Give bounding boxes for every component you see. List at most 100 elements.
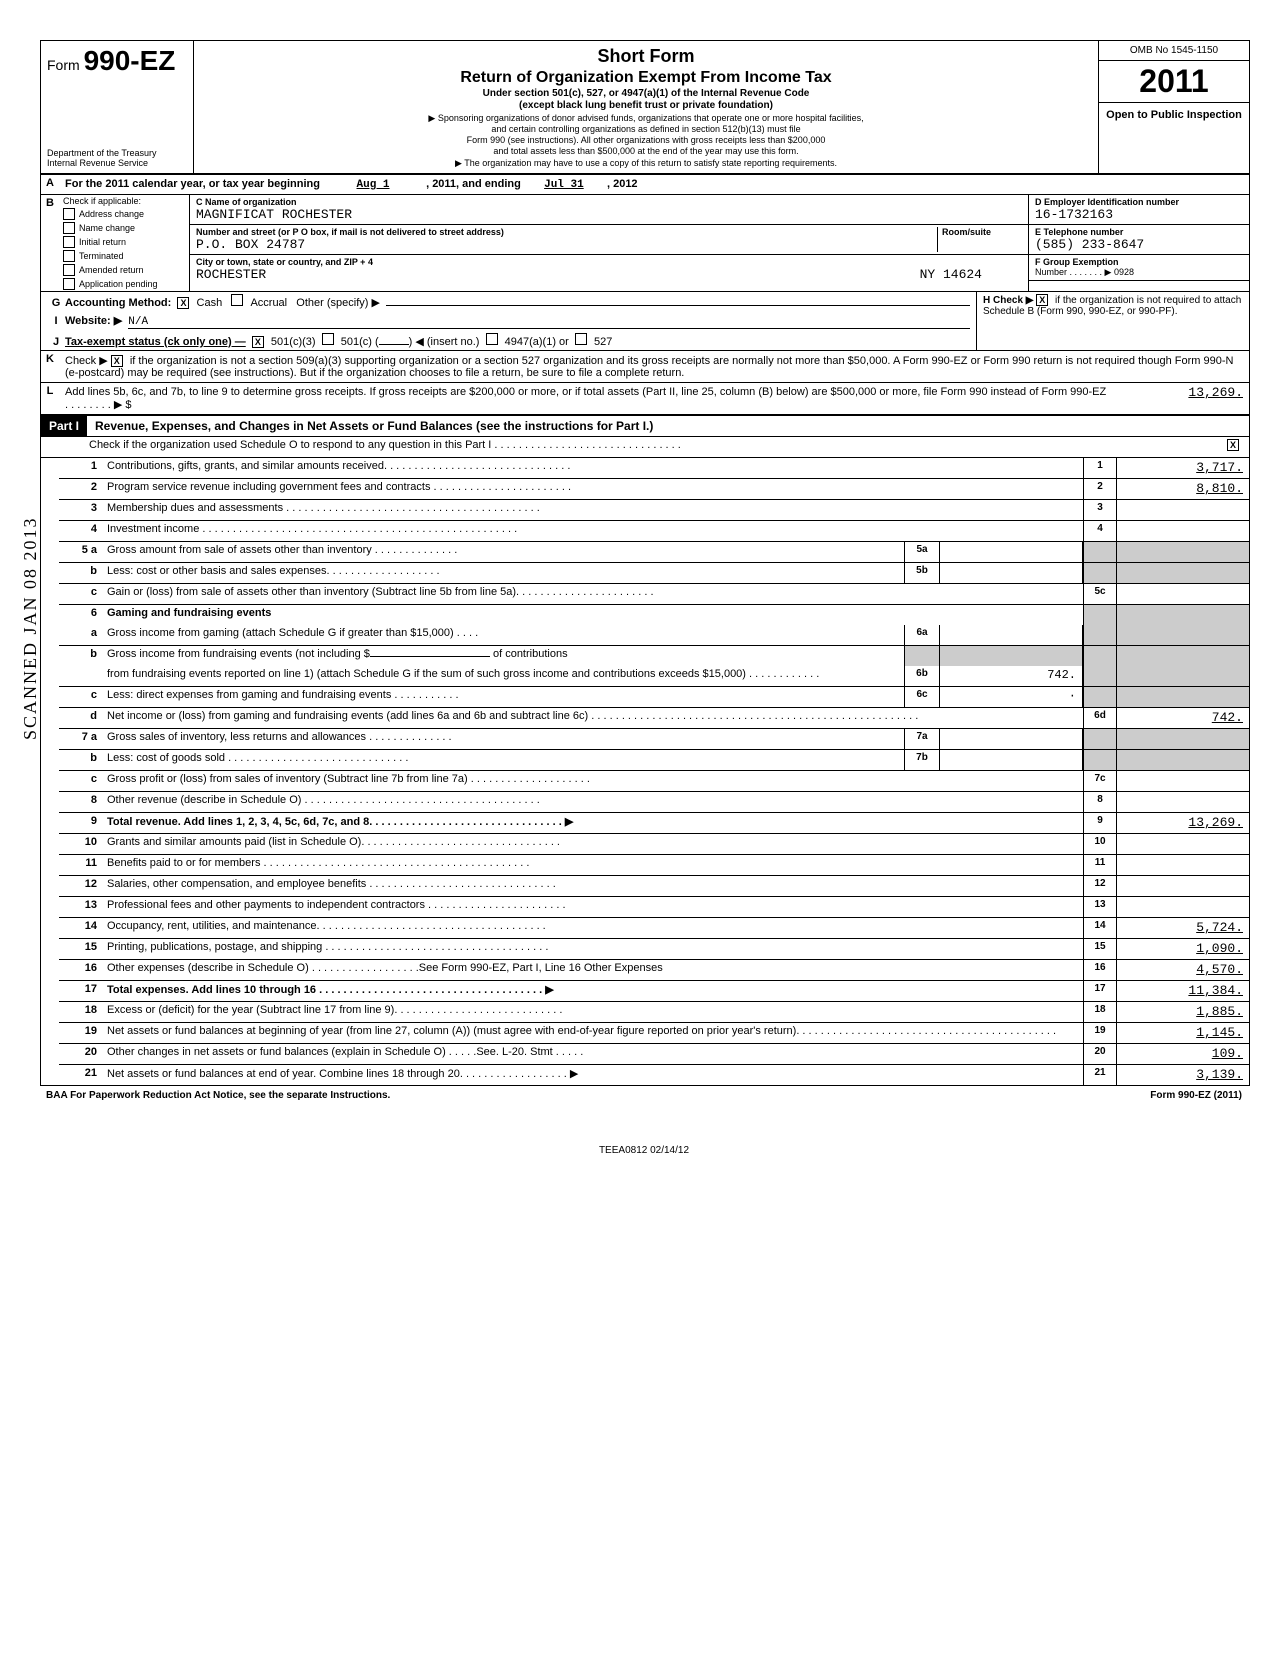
title-short-form: Short Form [204,45,1088,68]
teea-code: TEEA0812 02/14/12 [40,1145,1248,1156]
ein-label: D Employer Identification number [1035,197,1179,207]
501c3-label: 501(c)(3) [271,336,316,348]
line16-desc: Other expenses (describe in Schedule O) … [103,960,1083,980]
line6c-mid: · [940,687,1083,707]
line10-desc: Grants and similar amounts paid (list in… [103,834,1083,854]
open-public: Open to Public Inspection [1099,103,1249,127]
line5b-desc: Less: cost or other basis and sales expe… [103,563,904,583]
line16-val: 4,570. [1117,960,1249,980]
cb-501c3[interactable]: X [252,336,264,348]
org-name-label: C Name of organization [196,197,1014,207]
cb-initial[interactable] [63,236,75,248]
line5a-mid [940,542,1083,562]
line6b-desc1: Gross income from fundraising events (no… [107,648,370,660]
tax-exempt-label: Tax-exempt status (ck only one) — [65,336,246,348]
line3-val [1117,500,1249,520]
cb-501c[interactable] [322,333,334,345]
cb-h[interactable]: X [1036,294,1048,306]
line19-desc: Net assets or fund balances at beginning… [103,1023,1083,1043]
k-check-label: Check ▶ [65,355,108,367]
title-return: Return of Organization Exempt From Incom… [204,68,1088,88]
line5a-desc: Gross amount from sale of assets other t… [103,542,904,562]
line7c-val [1117,771,1249,791]
header-left: Form 990-EZ Department of the Treasury I… [41,41,194,173]
line18-val: 1,885. [1117,1002,1249,1022]
omb-number: OMB No 1545-1150 [1099,41,1249,61]
other-specify-label: Other (specify) ▶ [296,296,380,309]
cb-application[interactable] [63,278,75,290]
line5c-val [1117,584,1249,604]
line9-desc: Total revenue. Add lines 1, 2, 3, 4, 5c,… [103,813,1083,833]
line17-val: 11,384. [1117,981,1249,1001]
line18-desc: Excess or (deficit) for the year (Subtra… [103,1002,1083,1022]
line17-desc: Total expenses. Add lines 10 through 16 … [103,981,1083,1001]
phone-label: E Telephone number [1035,227,1123,237]
h-label: H Check ▶ [983,295,1033,306]
cb-4947[interactable] [486,333,498,345]
dept-irs: Internal Revenue Service [47,159,187,169]
line4-val [1117,521,1249,541]
cb-accrual[interactable] [231,294,243,306]
cb-address-label: Address change [79,209,144,219]
checkboxes-col: Check if applicable: Address change Name… [59,195,190,291]
line2-val: 8,810. [1117,479,1249,499]
line10-val [1117,834,1249,854]
street-value: P.O. BOX 24787 [196,237,937,252]
line15-desc: Printing, publications, postage, and shi… [103,939,1083,959]
cb-terminated[interactable] [63,250,75,262]
form-prefix: Form [47,57,80,73]
cb-527[interactable] [575,333,587,345]
line7b-desc: Less: cost of goods sold . . . . . . . .… [103,750,904,770]
accounting-label: Accounting Method: [65,297,171,309]
cb-terminated-label: Terminated [79,251,124,261]
line5c-desc: Gain or (loss) from sale of assets other… [103,584,1083,604]
city-label: City or town, state or country, and ZIP … [196,257,1014,267]
line1-desc: Contributions, gifts, grants, and simila… [103,458,1083,478]
line7c-desc: Gross profit or (loss) from sales of inv… [103,771,1083,791]
cb-amended[interactable] [63,264,75,276]
line11-desc: Benefits paid to or for members . . . . … [103,855,1083,875]
cb-name[interactable] [63,222,75,234]
period-end: Jul 31 [524,179,604,191]
line7a-desc: Gross sales of inventory, less returns a… [103,729,904,749]
line6a-mid [940,625,1083,645]
cb-k[interactable]: X [111,355,123,367]
phone-value: (585) 233-8647 [1035,237,1243,252]
cb-schedule-o[interactable]: X [1227,439,1239,451]
line6-desc: Gaming and fundraising events [103,605,1083,625]
note1: ▶ Sponsoring organizations of donor advi… [204,113,1088,124]
street-label: Number and street (or P O box, if mail i… [196,227,929,237]
check-applicable-label: Check if applicable: [63,196,141,206]
line20-desc: Other changes in net assets or fund bala… [103,1044,1083,1064]
501c-label: 501(c) ( [341,336,379,348]
city-value: ROCHESTER [196,267,266,282]
line6b-desc2: of contributions [493,648,568,660]
tax-year: 2011 [1099,61,1249,103]
cb-address[interactable] [63,208,75,220]
row-i-letter: I [47,313,65,327]
line19-val: 1,145. [1117,1023,1249,1043]
line14-val: 5,724. [1117,918,1249,938]
part1-check-line: Check if the organization used Schedule … [85,437,1225,457]
line8-desc: Other revenue (describe in Schedule O) .… [103,792,1083,812]
line9-val: 13,269. [1117,813,1249,833]
website-value: N/A [128,316,970,329]
cb-cash[interactable]: X [177,297,189,309]
note5: ▶ The organization may have to use a cop… [204,158,1088,169]
subtitle1: Under section 501(c), 527, or 4947(a)(1)… [204,88,1088,101]
cb-application-label: Application pending [79,279,158,289]
line2-desc: Program service revenue including govern… [103,479,1083,499]
line6d-val: 742. [1117,708,1249,728]
state-zip: NY 14624 [920,267,1022,282]
group-exempt-label: F Group Exemption [1035,257,1119,267]
room-label: Room/suite [942,227,1014,237]
part1-label: Part I [41,416,87,436]
row-k-letter: K [41,351,59,382]
note3: Form 990 (see instructions). All other o… [204,135,1088,146]
cb-name-label: Name change [79,223,135,233]
line20-val: 109. [1117,1044,1249,1064]
line15-val: 1,090. [1117,939,1249,959]
footer-right: Form 990-EZ (2011) [1150,1090,1242,1101]
cb-initial-label: Initial return [79,237,126,247]
header-right: OMB No 1545-1150 2011 Open to Public Ins… [1098,41,1249,173]
